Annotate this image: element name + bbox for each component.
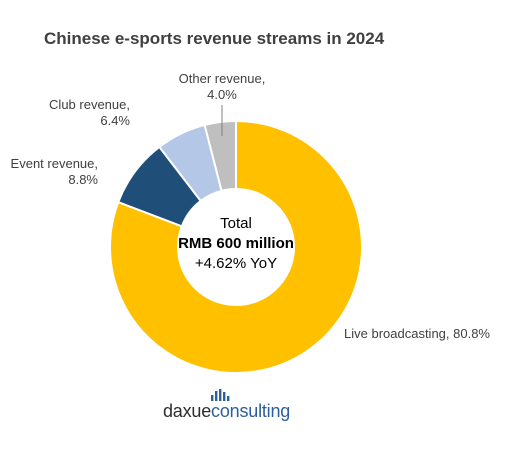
donut-slice-3	[203, 119, 237, 193]
slice-labels-group: Live broadcasting, 80.8% Event revenue, 8.…	[11, 71, 491, 341]
center-line-amount: RMB 600 million	[178, 235, 294, 252]
center-line-total: Total	[220, 215, 252, 232]
logo-text-consulting: consulting	[211, 401, 290, 421]
slice-label-1: Event revenue, 8.8%	[11, 156, 99, 187]
slice-label-2: Club revenue, 6.4%	[49, 97, 130, 128]
donut-slice-0	[109, 119, 363, 374]
logo-text: daxueconsulting	[163, 401, 290, 421]
logo-text-daxue: daxue	[163, 401, 211, 421]
daxue-logo: daxueconsulting	[163, 389, 290, 421]
center-label: Total RMB 600 million +4.62% YoY	[178, 215, 294, 272]
slices-group	[109, 119, 363, 374]
logo-bars-icon	[211, 389, 230, 401]
center-line-growth: +4.62% YoY	[195, 255, 277, 272]
chart-title: Chinese e-sports revenue streams in 2024	[44, 29, 385, 48]
slice-label-0: Live broadcasting, 80.8%	[344, 326, 490, 341]
slice-label-3: Other revenue, 4.0%	[179, 71, 266, 102]
